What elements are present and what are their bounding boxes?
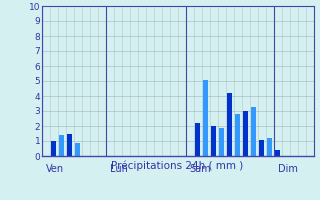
Text: Dim: Dim <box>278 164 298 174</box>
Bar <box>195 123 200 156</box>
Bar <box>59 135 64 156</box>
Bar <box>243 111 248 156</box>
Text: Ven: Ven <box>46 164 64 174</box>
Bar <box>275 150 280 156</box>
Text: Lun: Lun <box>109 164 127 174</box>
Text: Sam: Sam <box>189 164 211 174</box>
Bar <box>203 79 208 156</box>
Bar <box>267 138 272 156</box>
Bar <box>67 134 72 156</box>
Bar <box>259 140 264 156</box>
Bar <box>75 142 80 156</box>
Bar <box>219 128 224 156</box>
Bar <box>227 93 232 156</box>
Bar <box>251 106 256 156</box>
Bar <box>211 126 216 156</box>
Bar <box>51 141 56 156</box>
X-axis label: Précipitations 24h ( mm ): Précipitations 24h ( mm ) <box>111 160 244 171</box>
Bar <box>235 114 240 156</box>
